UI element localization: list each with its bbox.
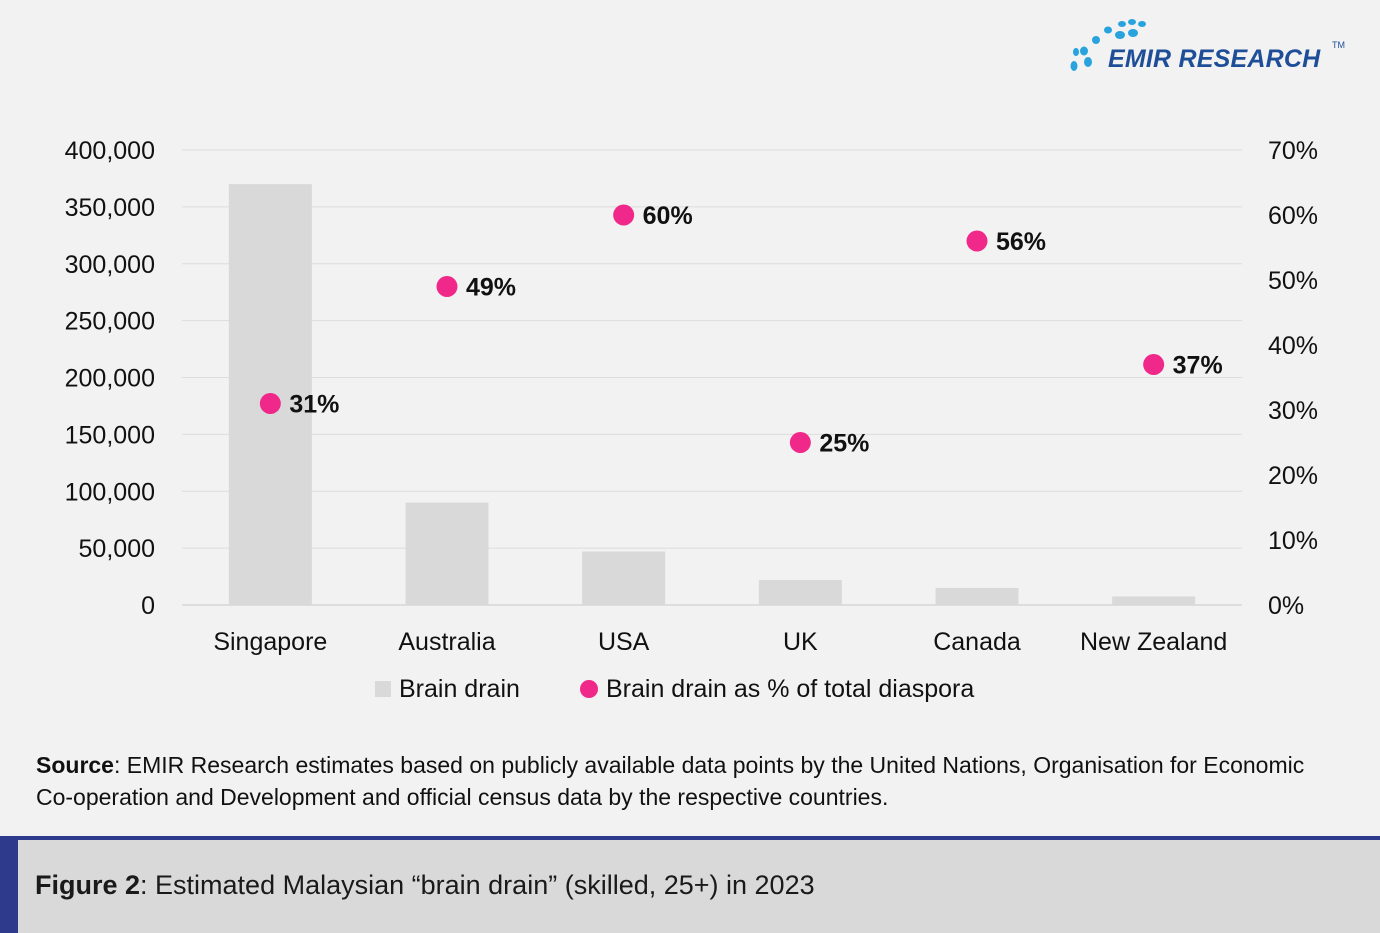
chart: 31% 49% 60% 25% 56% 37% 0 50,000 100,000 150,000… xyxy=(65,137,1318,703)
y2-tick-label: 50% xyxy=(1268,267,1318,295)
figure-caption-bar: Figure 2: Estimated Malaysian “brain dra… xyxy=(0,836,1380,933)
legend-label: Brain drain as % of total diaspora xyxy=(606,675,974,703)
y-tick-label: 250,000 xyxy=(65,308,155,336)
logo-text: EMIR RESEARCH xyxy=(1108,45,1321,73)
bar xyxy=(1112,596,1196,605)
y2-tick-label: 40% xyxy=(1268,332,1318,360)
left-axis-ticks: 0 50,000 100,000 150,000 200,000 250,000 300,0… xyxy=(65,137,155,620)
source-note: Source: EMIR Research estimates based on… xyxy=(36,749,1336,813)
data-point xyxy=(1143,354,1165,375)
data-label: 49% xyxy=(466,274,516,302)
x-tick-label: Canada xyxy=(933,628,1021,656)
logo-trademark: TM xyxy=(1332,40,1345,50)
data-point xyxy=(436,276,458,297)
data-point xyxy=(966,230,988,252)
data-label: 31% xyxy=(289,391,339,419)
y2-tick-label: 70% xyxy=(1268,137,1318,165)
source-label: Source xyxy=(36,752,114,778)
bar-series xyxy=(228,184,1196,605)
figure-label: Figure 2 xyxy=(35,870,141,900)
data-label: 60% xyxy=(643,202,693,230)
y-tick-label: 100,000 xyxy=(65,478,155,506)
data-label: 37% xyxy=(1173,352,1223,380)
y-tick-label: 150,000 xyxy=(65,421,155,449)
legend: Brain drain Brain drain as % of total dia… xyxy=(375,675,974,703)
bar xyxy=(405,502,489,605)
x-tick-label: Singapore xyxy=(213,628,327,656)
y2-tick-label: 10% xyxy=(1268,527,1318,555)
figure-title: : Estimated Malaysian “brain drain” (ski… xyxy=(140,870,815,900)
right-axis-ticks: 0% 10% 20% 30% 40% 50% 60% 70% xyxy=(1268,137,1318,620)
y2-tick-label: 60% xyxy=(1268,202,1318,230)
y2-tick-label: 30% xyxy=(1268,397,1318,425)
y-tick-label: 0 xyxy=(141,592,155,620)
figure-caption: Figure 2: Estimated Malaysian “brain dra… xyxy=(35,870,815,901)
bar xyxy=(935,587,1019,605)
x-tick-label: Australia xyxy=(398,628,495,656)
y2-tick-label: 20% xyxy=(1268,462,1318,490)
data-label: 25% xyxy=(819,430,869,458)
data-point xyxy=(613,204,635,226)
data-point xyxy=(789,432,811,453)
point-series: 31% 49% 60% 25% 56% 37% xyxy=(259,202,1223,458)
bar xyxy=(582,551,666,605)
gridlines xyxy=(182,149,1242,606)
emir-research-logo: EMIR RESEARCH TM xyxy=(1062,16,1362,78)
x-tick-label: USA xyxy=(598,628,650,656)
legend-swatch-bar xyxy=(375,681,391,697)
y-tick-label: 50,000 xyxy=(79,535,155,563)
source-text: : EMIR Research estimates based on publi… xyxy=(36,752,1305,810)
data-point xyxy=(259,393,281,414)
y2-tick-label: 0% xyxy=(1268,592,1304,620)
y-tick-label: 350,000 xyxy=(65,194,155,222)
y-tick-label: 300,000 xyxy=(65,251,155,279)
bar xyxy=(758,579,842,605)
y-tick-label: 400,000 xyxy=(65,137,155,165)
category-labels: Singapore Australia USA UK Canada New Zealand xyxy=(213,628,1227,656)
x-tick-label: UK xyxy=(783,628,818,656)
logo-dots-icon xyxy=(1070,19,1146,71)
x-tick-label: New Zealand xyxy=(1080,628,1227,656)
data-label: 56% xyxy=(996,228,1046,256)
legend-label: Brain drain xyxy=(399,675,520,703)
y-tick-label: 200,000 xyxy=(65,365,155,393)
caption-accent-stripe xyxy=(0,840,18,933)
legend-swatch-point xyxy=(580,680,598,698)
